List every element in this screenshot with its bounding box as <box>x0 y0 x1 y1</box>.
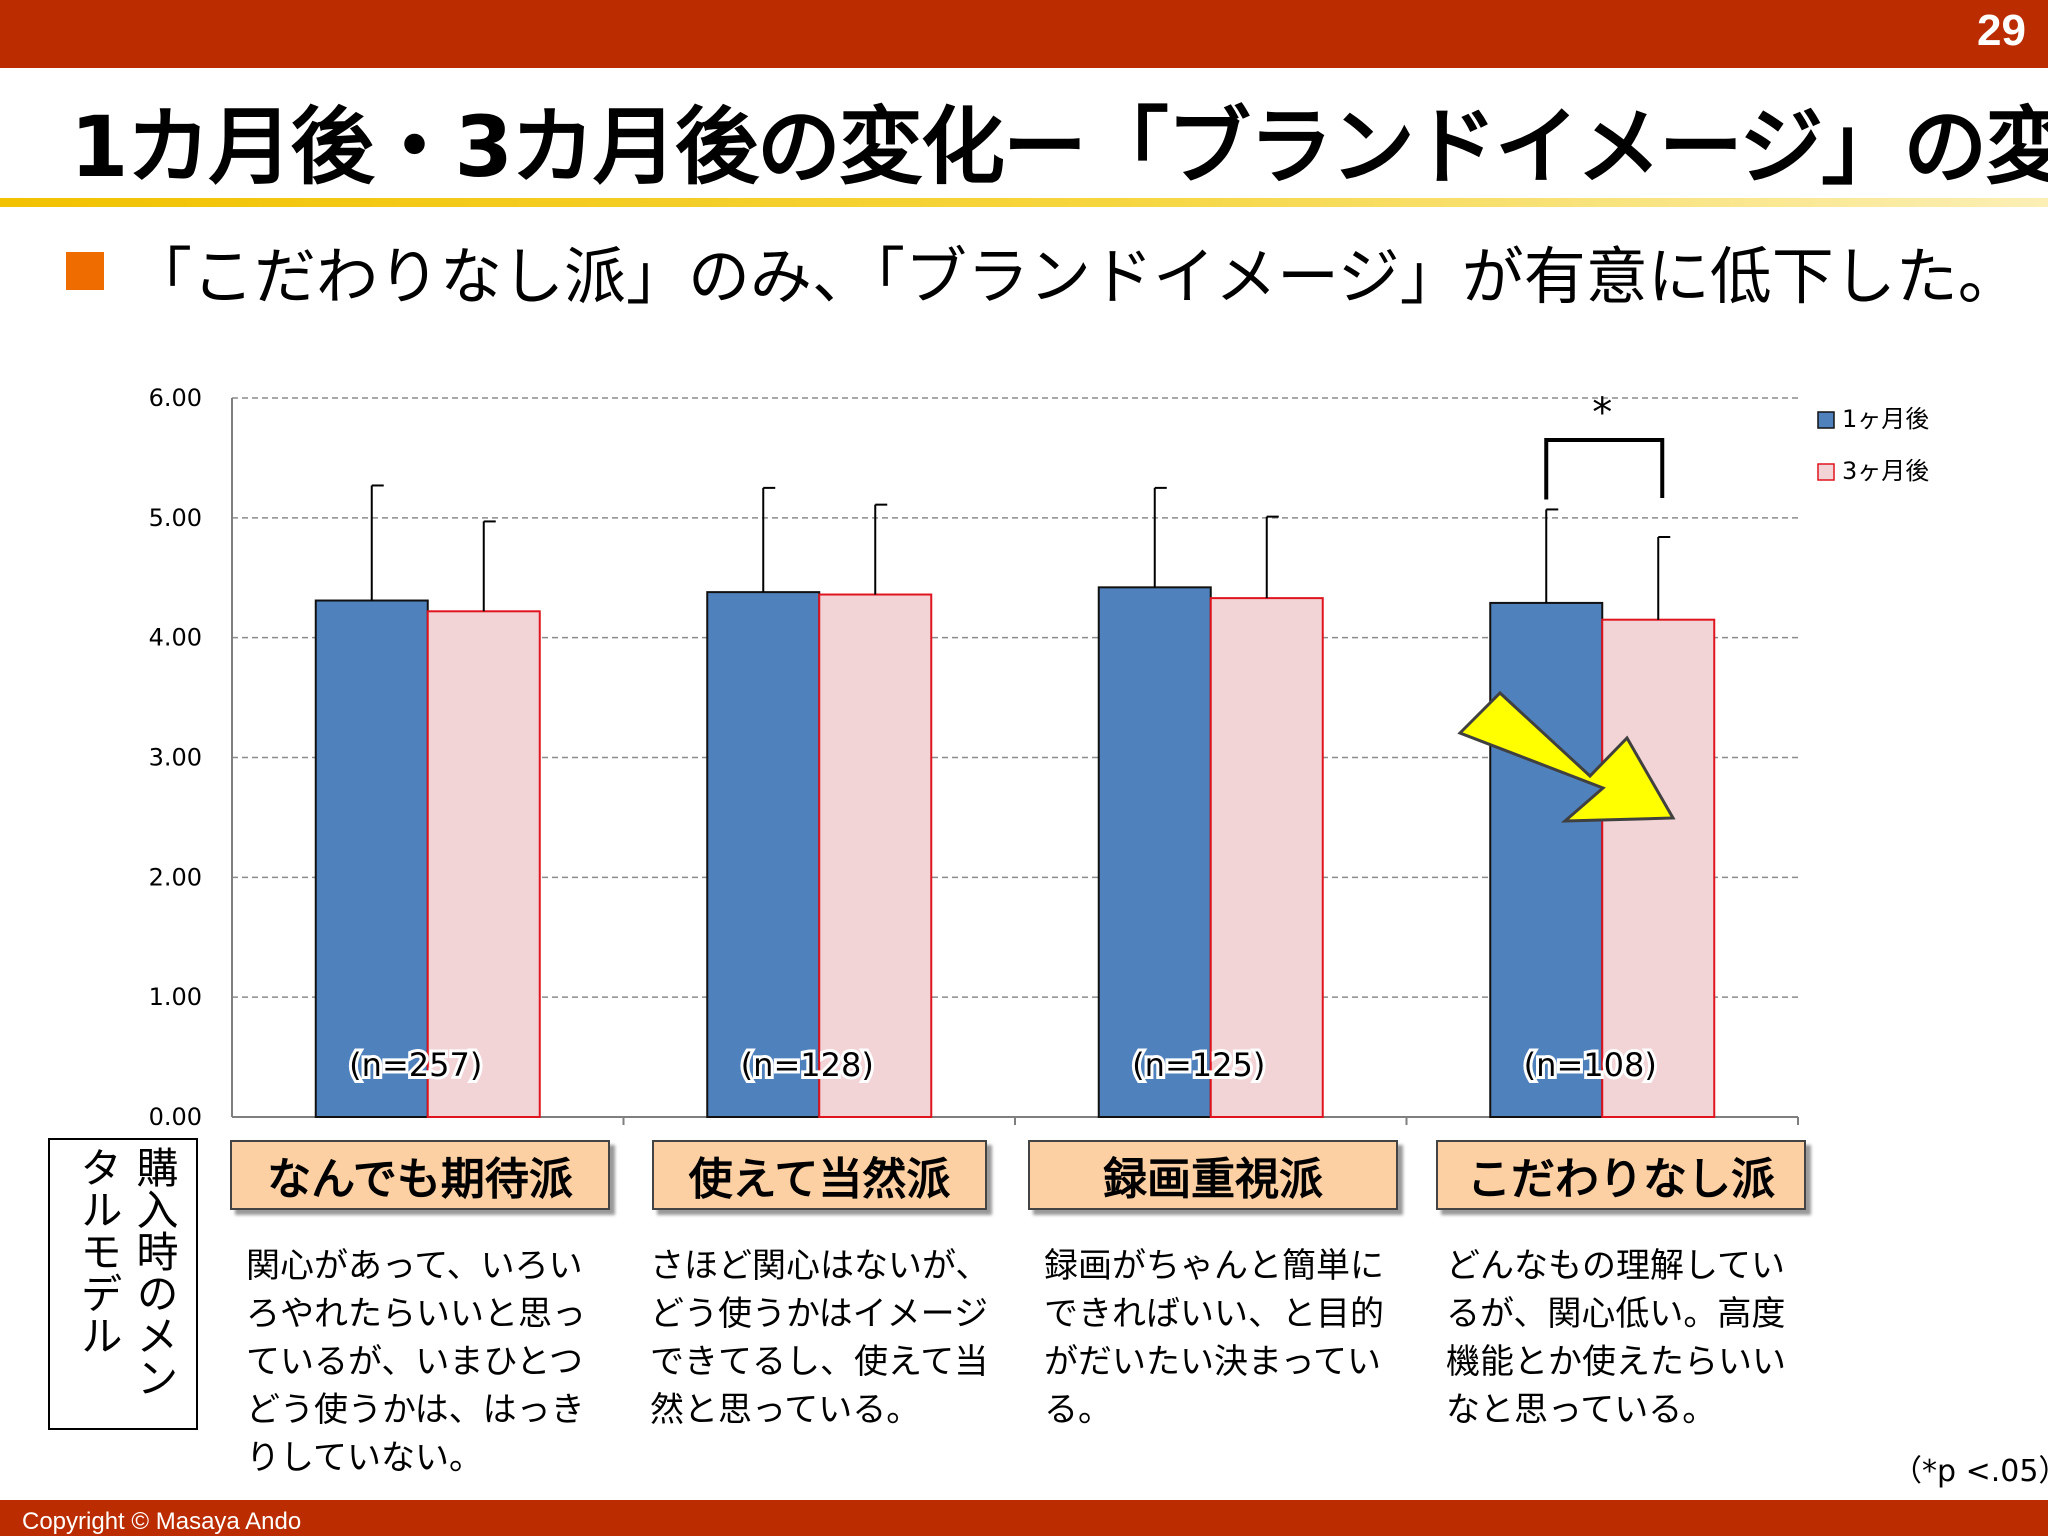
mental-model-box <box>48 1138 198 1430</box>
segment-description-4: どんなもの理解しているが、関心低い。高度機能とか使えたらいいなと思っている。 <box>1446 1246 1786 1430</box>
slide-title: 1カ月後・3カ月後の変化ー「ブランドイメージ」の変化 <box>70 98 2048 196</box>
y-tick-label: 6.00 <box>149 384 202 412</box>
y-tick-label: 3.00 <box>149 744 202 772</box>
significance-bracket <box>1544 438 1665 500</box>
header-bar <box>0 0 2048 68</box>
segment-box-4: こだわりなし派 <box>1436 1140 1806 1210</box>
y-tick-label: 0.00 <box>149 1103 202 1131</box>
bar-1-2 <box>706 591 821 1118</box>
page-number: 29 <box>1977 6 2026 55</box>
segment-description-2: さほど関心はないが、どう使うかはイメージできてるし、使えて当然と思っている。 <box>650 1246 990 1430</box>
segment-box-3: 録画重視派 <box>1028 1140 1398 1210</box>
segment-box-1: なんでも期待派 <box>230 1140 610 1210</box>
legend-swatch-1 <box>1817 411 1835 429</box>
sample-size-label: (n=108) <box>1524 1046 1657 1084</box>
segment-description-1: 関心があって、いろいろやれたらいいと思っているが、いまひとつどう使うかは、はっき… <box>246 1246 586 1478</box>
y-tick-label: 2.00 <box>149 863 202 891</box>
legend-label-2: 3ヶ月後 <box>1842 457 1929 485</box>
bar-1-4 <box>1489 601 1604 1118</box>
sample-size-label: (n=125) <box>1132 1046 1265 1084</box>
legend-swatch-2 <box>1817 463 1835 481</box>
bar-2-4 <box>1601 618 1716 1118</box>
sample-size-label: (n=128) <box>741 1046 874 1084</box>
legend-label-1: 1ヶ月後 <box>1842 405 1929 433</box>
footer-bar <box>0 1500 2048 1536</box>
segment-box-2: 使えて当然派 <box>652 1140 987 1210</box>
segment-description-3: 録画がちゃんと簡単にできればいい、と目的がだいたい決まっている。 <box>1044 1246 1384 1430</box>
copyright: Copyright © Masaya Ando <box>22 1508 302 1535</box>
sample-size-label: (n=257) <box>349 1046 482 1084</box>
bullet-square-icon <box>66 252 104 290</box>
y-tick-label: 1.00 <box>149 983 202 1011</box>
bar-1-1 <box>314 599 429 1118</box>
title-underline <box>0 198 2048 207</box>
mental-model-label: 購入時のメンタルモデル <box>74 1146 179 1398</box>
bar-2-3 <box>1209 597 1324 1118</box>
y-tick-label: 5.00 <box>149 504 202 532</box>
y-tick-label: 4.00 <box>149 624 202 652</box>
bar-2-1 <box>426 610 541 1118</box>
bar-1-3 <box>1097 586 1212 1118</box>
bar-2-2 <box>818 593 933 1118</box>
significance-footnote: （*p <.05） <box>1892 1454 2048 1489</box>
bullet-text: 「こだわりなし派」のみ、「ブランドイメージ」が有意に低下した。 <box>130 240 2020 313</box>
significance-marker: * <box>1592 390 1612 436</box>
down-trend-arrow-icon <box>1457 690 1676 823</box>
